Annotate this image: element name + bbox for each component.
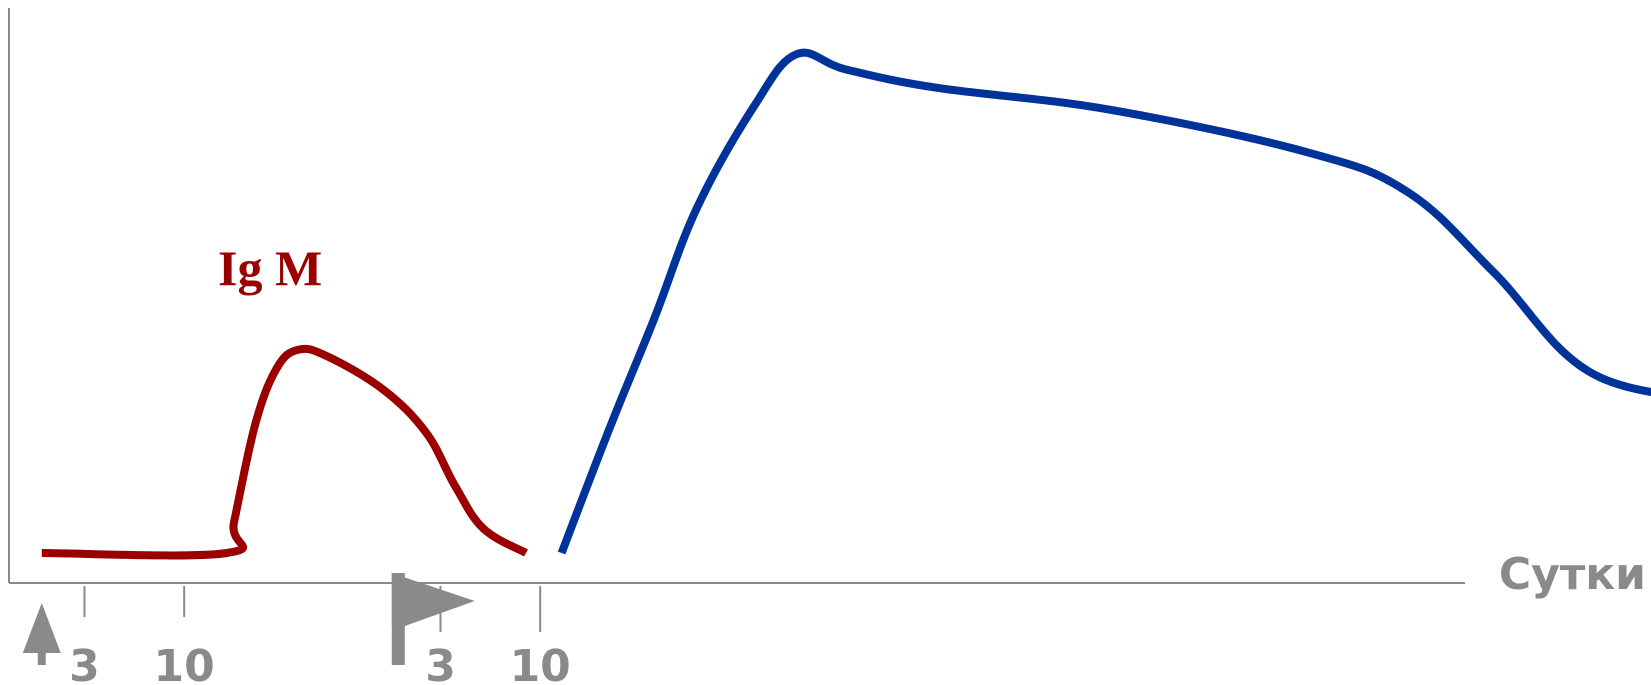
series-line-secondary: [557, 48, 1651, 555]
series-line-igm: [41, 344, 528, 560]
flag-cloth: [391, 573, 475, 626]
arrow-head: [22, 603, 61, 653]
second-exposure-flag-icon: [391, 573, 475, 665]
arrow-stem: [37, 650, 46, 665]
x-axis-label: Сутки: [1499, 549, 1646, 600]
x-tick-label: 3: [69, 641, 100, 685]
series-group: [41, 48, 1651, 560]
series-label-igm: Ig M: [218, 240, 322, 296]
x-tick-label: 3: [425, 641, 456, 685]
first-exposure-arrow-icon: [22, 603, 61, 665]
x-tick-label: 10: [154, 641, 215, 685]
x-axis-ticks: 3 10 3 10: [69, 586, 571, 685]
x-tick-label: 10: [510, 641, 571, 685]
